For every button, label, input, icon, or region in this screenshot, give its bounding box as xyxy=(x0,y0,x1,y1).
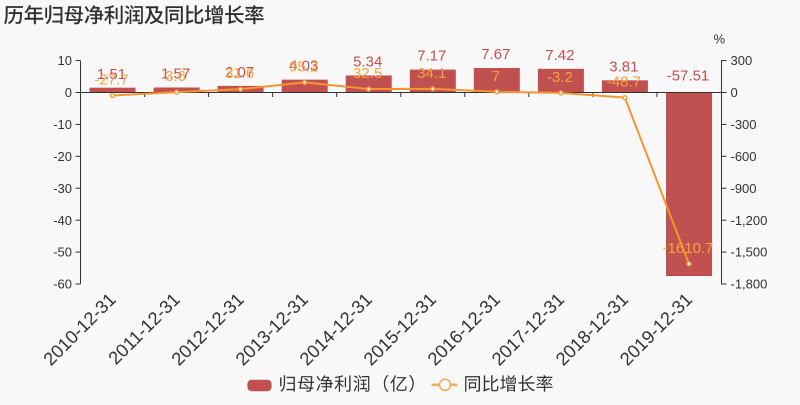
svg-text:-3.2: -3.2 xyxy=(547,69,573,86)
svg-text:1.51: 1.51 xyxy=(97,66,126,83)
svg-text:-20: -20 xyxy=(53,149,72,164)
svg-text:-48.7: -48.7 xyxy=(607,74,641,91)
svg-text:3.81: 3.81 xyxy=(609,58,638,75)
svg-text:2.07: 2.07 xyxy=(225,64,254,81)
svg-text:-300: -300 xyxy=(731,117,757,132)
svg-text:7.17: 7.17 xyxy=(417,48,446,65)
svg-text:7.42: 7.42 xyxy=(545,47,574,64)
svg-text:4.03: 4.03 xyxy=(289,58,318,75)
svg-text:-900: -900 xyxy=(731,181,757,196)
svg-text:5.34: 5.34 xyxy=(353,54,382,71)
svg-text:31.6: 31.6 xyxy=(225,65,254,82)
svg-text:3.6: 3.6 xyxy=(165,68,186,85)
svg-text:-60: -60 xyxy=(53,277,72,292)
svg-text:-50: -50 xyxy=(53,245,72,260)
svg-text:-1,200: -1,200 xyxy=(731,213,768,228)
svg-text:-1610.7: -1610.7 xyxy=(663,240,714,257)
svg-text:-27.7: -27.7 xyxy=(94,71,128,88)
svg-text:10: 10 xyxy=(58,53,72,68)
svg-text:-600: -600 xyxy=(731,149,757,164)
svg-text:0: 0 xyxy=(65,85,72,100)
svg-text:-1,500: -1,500 xyxy=(731,245,768,260)
svg-text:7.67: 7.67 xyxy=(481,46,510,63)
svg-text:7: 7 xyxy=(492,68,500,85)
svg-text:95.2: 95.2 xyxy=(289,58,318,75)
svg-text:32.5: 32.5 xyxy=(353,65,382,82)
svg-text:-57.51: -57.51 xyxy=(667,68,710,85)
svg-text:0: 0 xyxy=(731,85,738,100)
svg-text:300: 300 xyxy=(731,53,753,68)
svg-text:1.57: 1.57 xyxy=(161,66,190,83)
svg-text:-10: -10 xyxy=(53,117,72,132)
svg-text:-1,800: -1,800 xyxy=(731,277,768,292)
svg-text:%: % xyxy=(714,32,726,47)
svg-text:-30: -30 xyxy=(53,181,72,196)
svg-text:-40: -40 xyxy=(53,213,72,228)
svg-text:34.1: 34.1 xyxy=(417,65,446,82)
